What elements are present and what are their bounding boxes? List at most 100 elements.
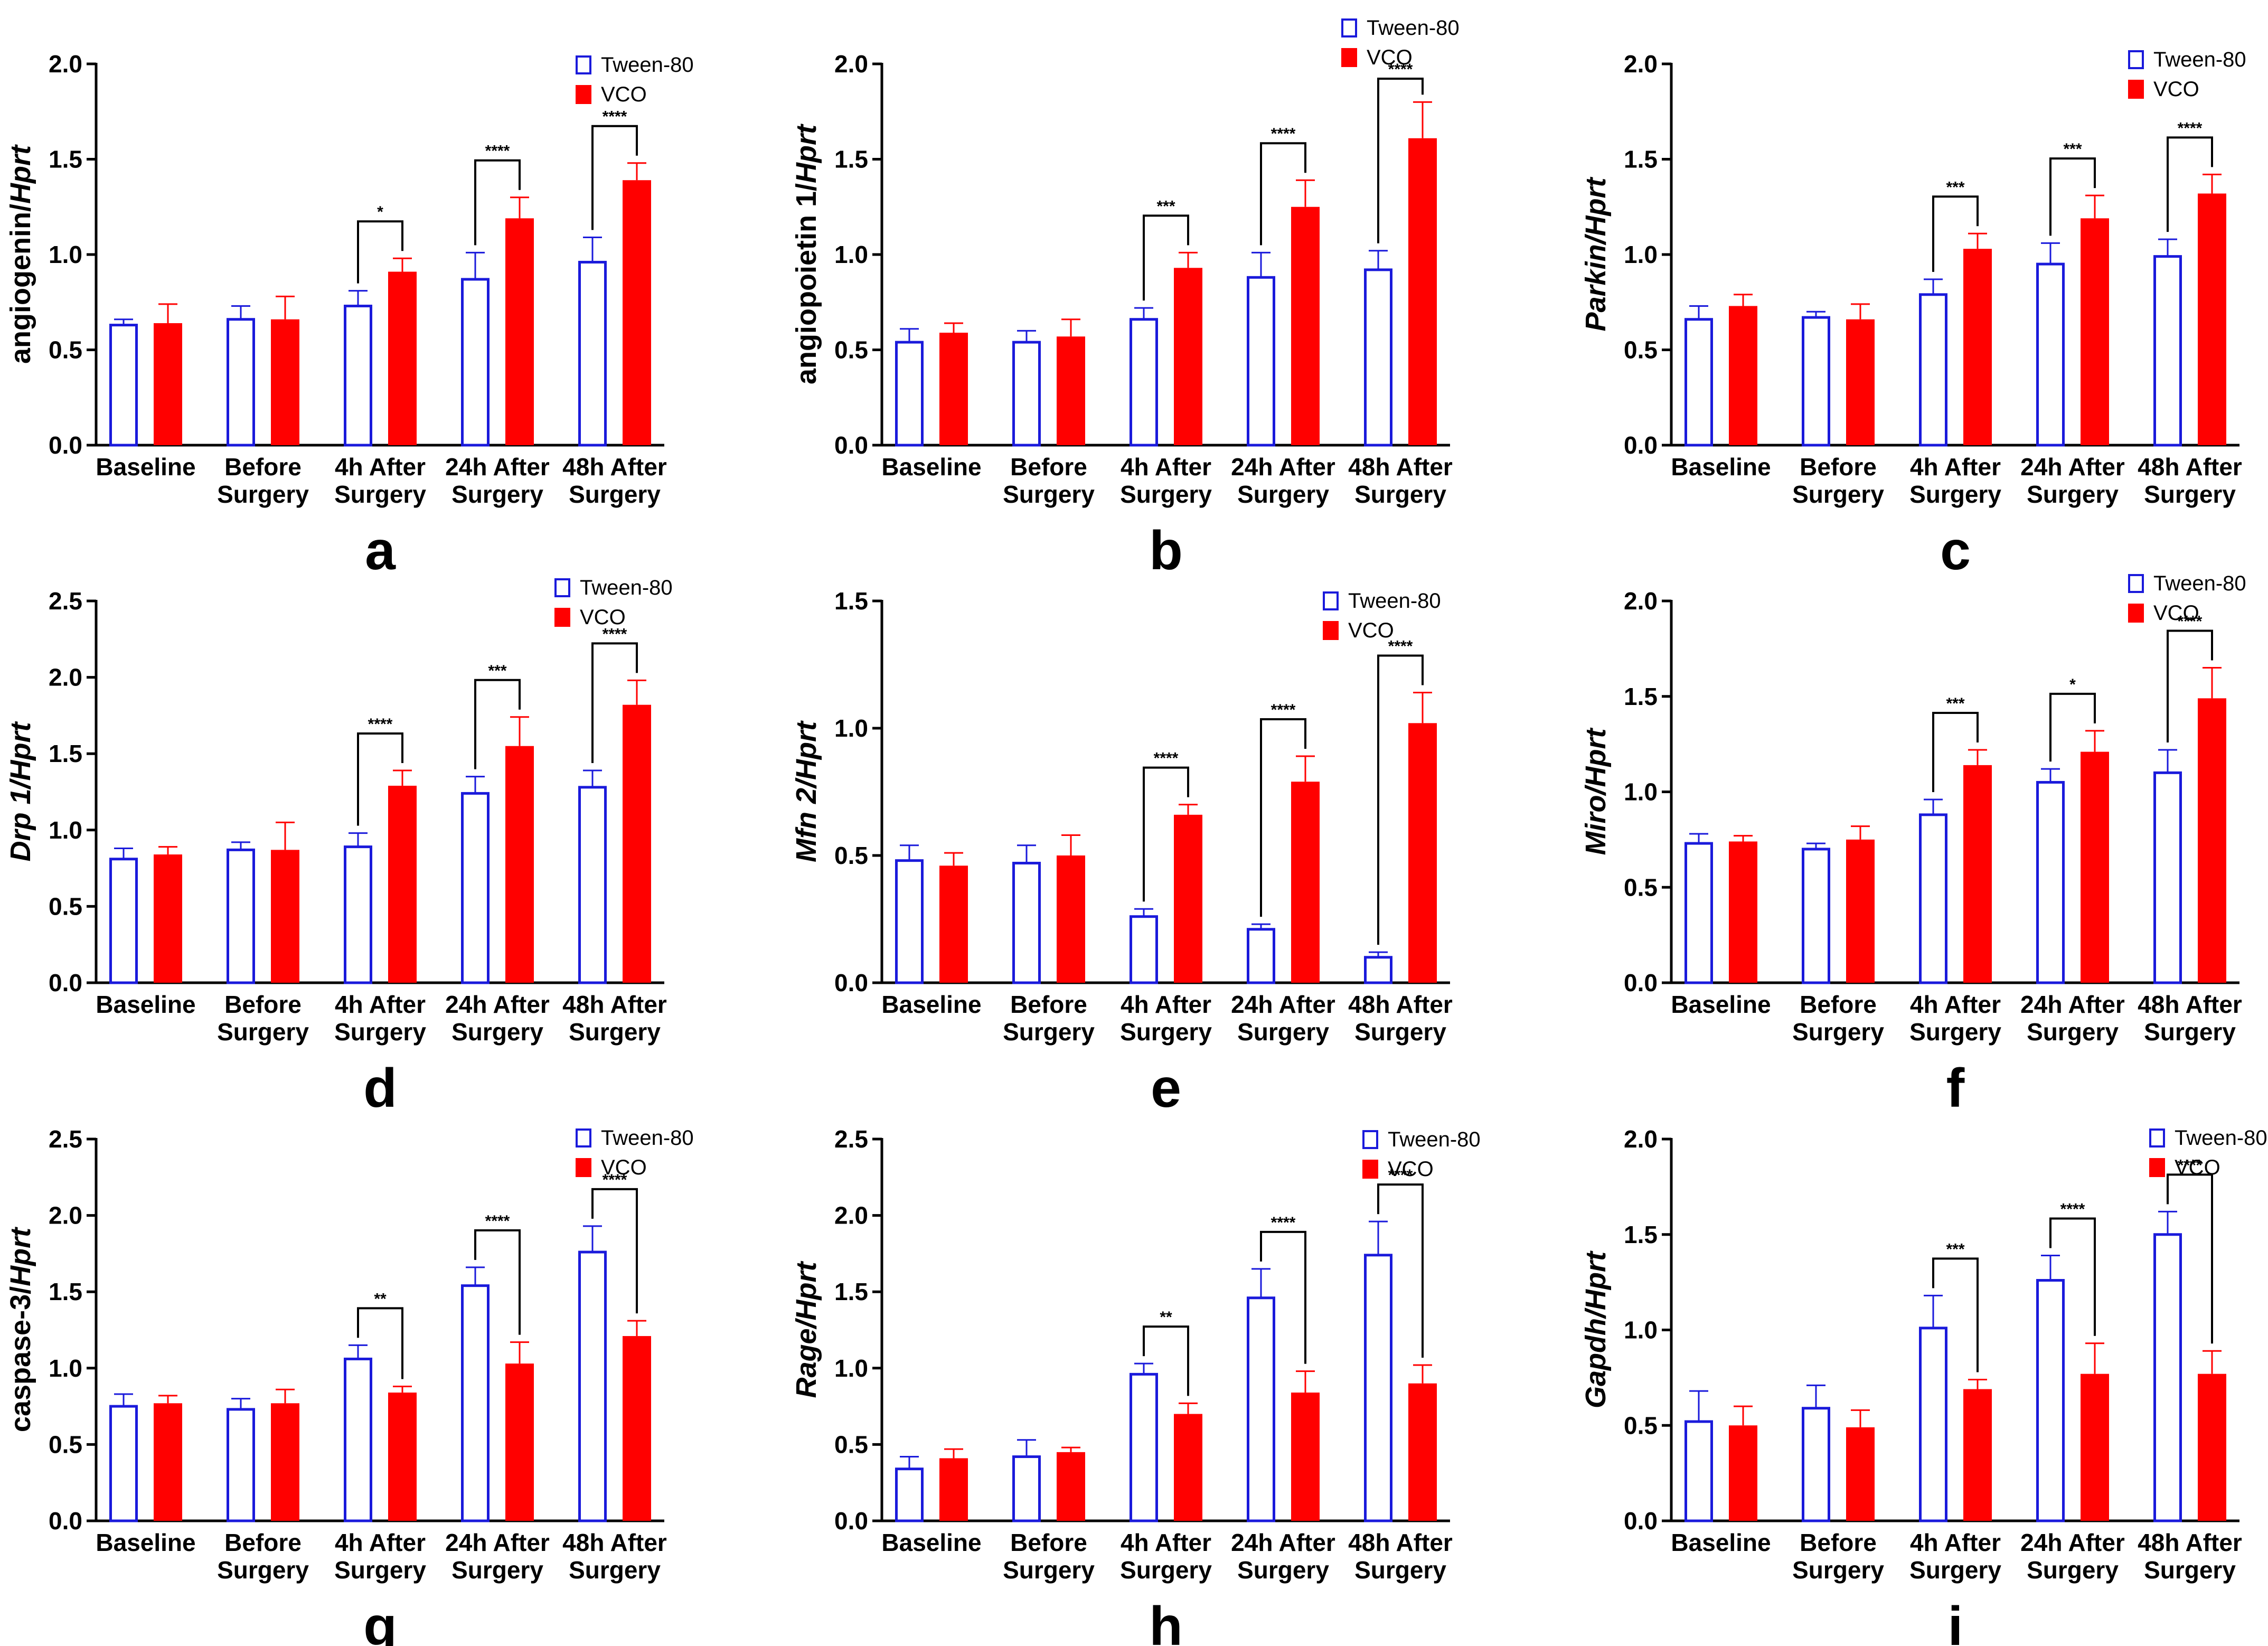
- x-tick-label: 48h After: [1348, 991, 1453, 1018]
- x-tick-label: Surgery: [217, 1556, 309, 1584]
- x-tick-label: Surgery: [1354, 1018, 1446, 1046]
- x-tick-label: Surgery: [334, 1556, 426, 1584]
- x-tick-label: 4h After: [335, 1529, 426, 1556]
- bar-vco: [154, 854, 182, 983]
- significance-bracket: [474, 1229, 521, 1335]
- bar-vco: [154, 1403, 182, 1521]
- x-tick-label: 4h After: [1121, 1529, 1211, 1556]
- y-tick-label: 0.5: [1624, 873, 1658, 901]
- x-tick-label: 48h After: [562, 991, 667, 1018]
- legend-swatch-vco: [2128, 604, 2144, 623]
- bar-tween80: [2153, 1233, 2182, 1522]
- x-tick-label: Surgery: [569, 1556, 661, 1584]
- bar-tween80: [1684, 318, 1713, 447]
- x-tick-label: Surgery: [1003, 1018, 1095, 1046]
- significance-label: ****: [1271, 1214, 1296, 1231]
- bar-tween80: [1364, 956, 1392, 984]
- y-tick-label: 1.5: [1624, 683, 1658, 710]
- x-tick-label: Surgery: [334, 481, 426, 508]
- significance-label: ****: [1271, 125, 1296, 143]
- bar-vco: [1291, 782, 1320, 983]
- y-axis-label-part: Hprt: [5, 1227, 36, 1286]
- y-tick-label: 1.5: [49, 146, 82, 173]
- bar-tween80: [2036, 1279, 2065, 1522]
- y-tick-label: 2.0: [1624, 50, 1658, 78]
- bar-vco: [1057, 1452, 1085, 1521]
- bar-vco: [2081, 751, 2109, 983]
- y-tick-label: 1.5: [834, 146, 868, 173]
- bar-tween80: [1684, 1420, 1713, 1522]
- bar-tween80: [1130, 318, 1158, 447]
- bar-tween80: [2153, 771, 2182, 984]
- bar-vco: [1963, 765, 1992, 983]
- bar-vco: [1846, 839, 1875, 983]
- bar-vco: [271, 319, 299, 445]
- y-axis-label-part: Hprt: [790, 124, 822, 183]
- bar-vco: [1408, 138, 1437, 445]
- y-tick-label: 1.0: [1624, 778, 1658, 806]
- y-tick-label: 1.0: [49, 241, 82, 268]
- x-tick-label: Surgery: [2144, 481, 2236, 508]
- x-tick-label: Before: [224, 453, 302, 481]
- legend-label: Tween-80: [601, 53, 694, 77]
- x-tick-label: 48h After: [2138, 991, 2242, 1018]
- x-tick-label: Surgery: [1909, 1018, 2001, 1046]
- y-axis-label-part: caspase-3/: [5, 1286, 36, 1432]
- x-tick-label: 4h After: [1121, 453, 1211, 481]
- x-tick-label: 24h After: [445, 453, 550, 481]
- x-tick-label: 4h After: [1910, 453, 2001, 481]
- significance-bracket: [2049, 1217, 2096, 1336]
- significance-label: ***: [488, 662, 506, 680]
- x-tick-label: Surgery: [569, 481, 661, 508]
- bar-vco: [1057, 336, 1085, 445]
- legend-label: Tween-80: [580, 576, 673, 599]
- bar-vco: [1174, 1414, 1202, 1521]
- bar-tween80: [1919, 1327, 1947, 1522]
- x-tick-label: 4h After: [335, 991, 426, 1018]
- bar-tween80: [578, 260, 607, 447]
- panel-letter: e: [1151, 1058, 1181, 1119]
- significance-label: **: [374, 1290, 387, 1308]
- bar-vco: [1174, 814, 1202, 983]
- y-tick-label: 0.5: [834, 842, 868, 869]
- bar-vco: [505, 1363, 534, 1521]
- bar-vco: [1408, 1383, 1437, 1521]
- y-tick-label: 1.0: [49, 1355, 82, 1382]
- x-tick-label: Surgery: [217, 1018, 309, 1046]
- bar-vco: [939, 333, 968, 445]
- legend-label: VCO: [1367, 46, 1413, 69]
- y-axis-label-part: Miro/Hprt: [1580, 727, 1612, 855]
- bar-tween80: [227, 1408, 255, 1522]
- y-tick-label: 0.0: [1624, 431, 1658, 459]
- x-tick-label: Baseline: [1671, 1529, 1771, 1556]
- bar-tween80: [2036, 262, 2065, 447]
- x-tick-label: Surgery: [1003, 1556, 1095, 1584]
- x-tick-label: 24h After: [1231, 1529, 1335, 1556]
- y-tick-label: 0.5: [1624, 1412, 1658, 1439]
- bar-vco: [2198, 1374, 2226, 1521]
- significance-label: ****: [485, 1212, 510, 1230]
- bar-vco: [1729, 306, 1757, 445]
- legend-label: VCO: [2153, 601, 2199, 625]
- y-tick-label: 0.5: [49, 892, 82, 920]
- significance-bracket: [1260, 142, 1306, 246]
- bar-tween80: [1919, 293, 1947, 447]
- panel-c: 0.0 0.5 1.0 1.5 2.0 Parkin/Hprt Baseline Before…: [1580, 48, 2246, 581]
- panel-letter: i: [1948, 1596, 1963, 1646]
- y-tick-label: 2.0: [834, 1202, 868, 1229]
- significance-label: ****: [368, 716, 393, 733]
- y-axis-label: Drp 1/Hprt: [5, 721, 36, 861]
- significance-bracket: [2167, 629, 2213, 742]
- x-tick-label: Surgery: [451, 481, 543, 508]
- x-tick-label: 24h After: [2020, 991, 2125, 1018]
- legend-swatch-tween80: [2128, 50, 2144, 69]
- legend-label: Tween-80: [2153, 572, 2246, 595]
- legend-swatch-vco: [1362, 1160, 1378, 1179]
- y-axis-label: Gapdh/Hprt: [1580, 1250, 1612, 1408]
- x-tick-label: Surgery: [1237, 1018, 1329, 1046]
- x-tick-label: Surgery: [569, 1018, 661, 1046]
- y-tick-label: 0.0: [1624, 969, 1658, 996]
- significance-bracket: [591, 125, 638, 230]
